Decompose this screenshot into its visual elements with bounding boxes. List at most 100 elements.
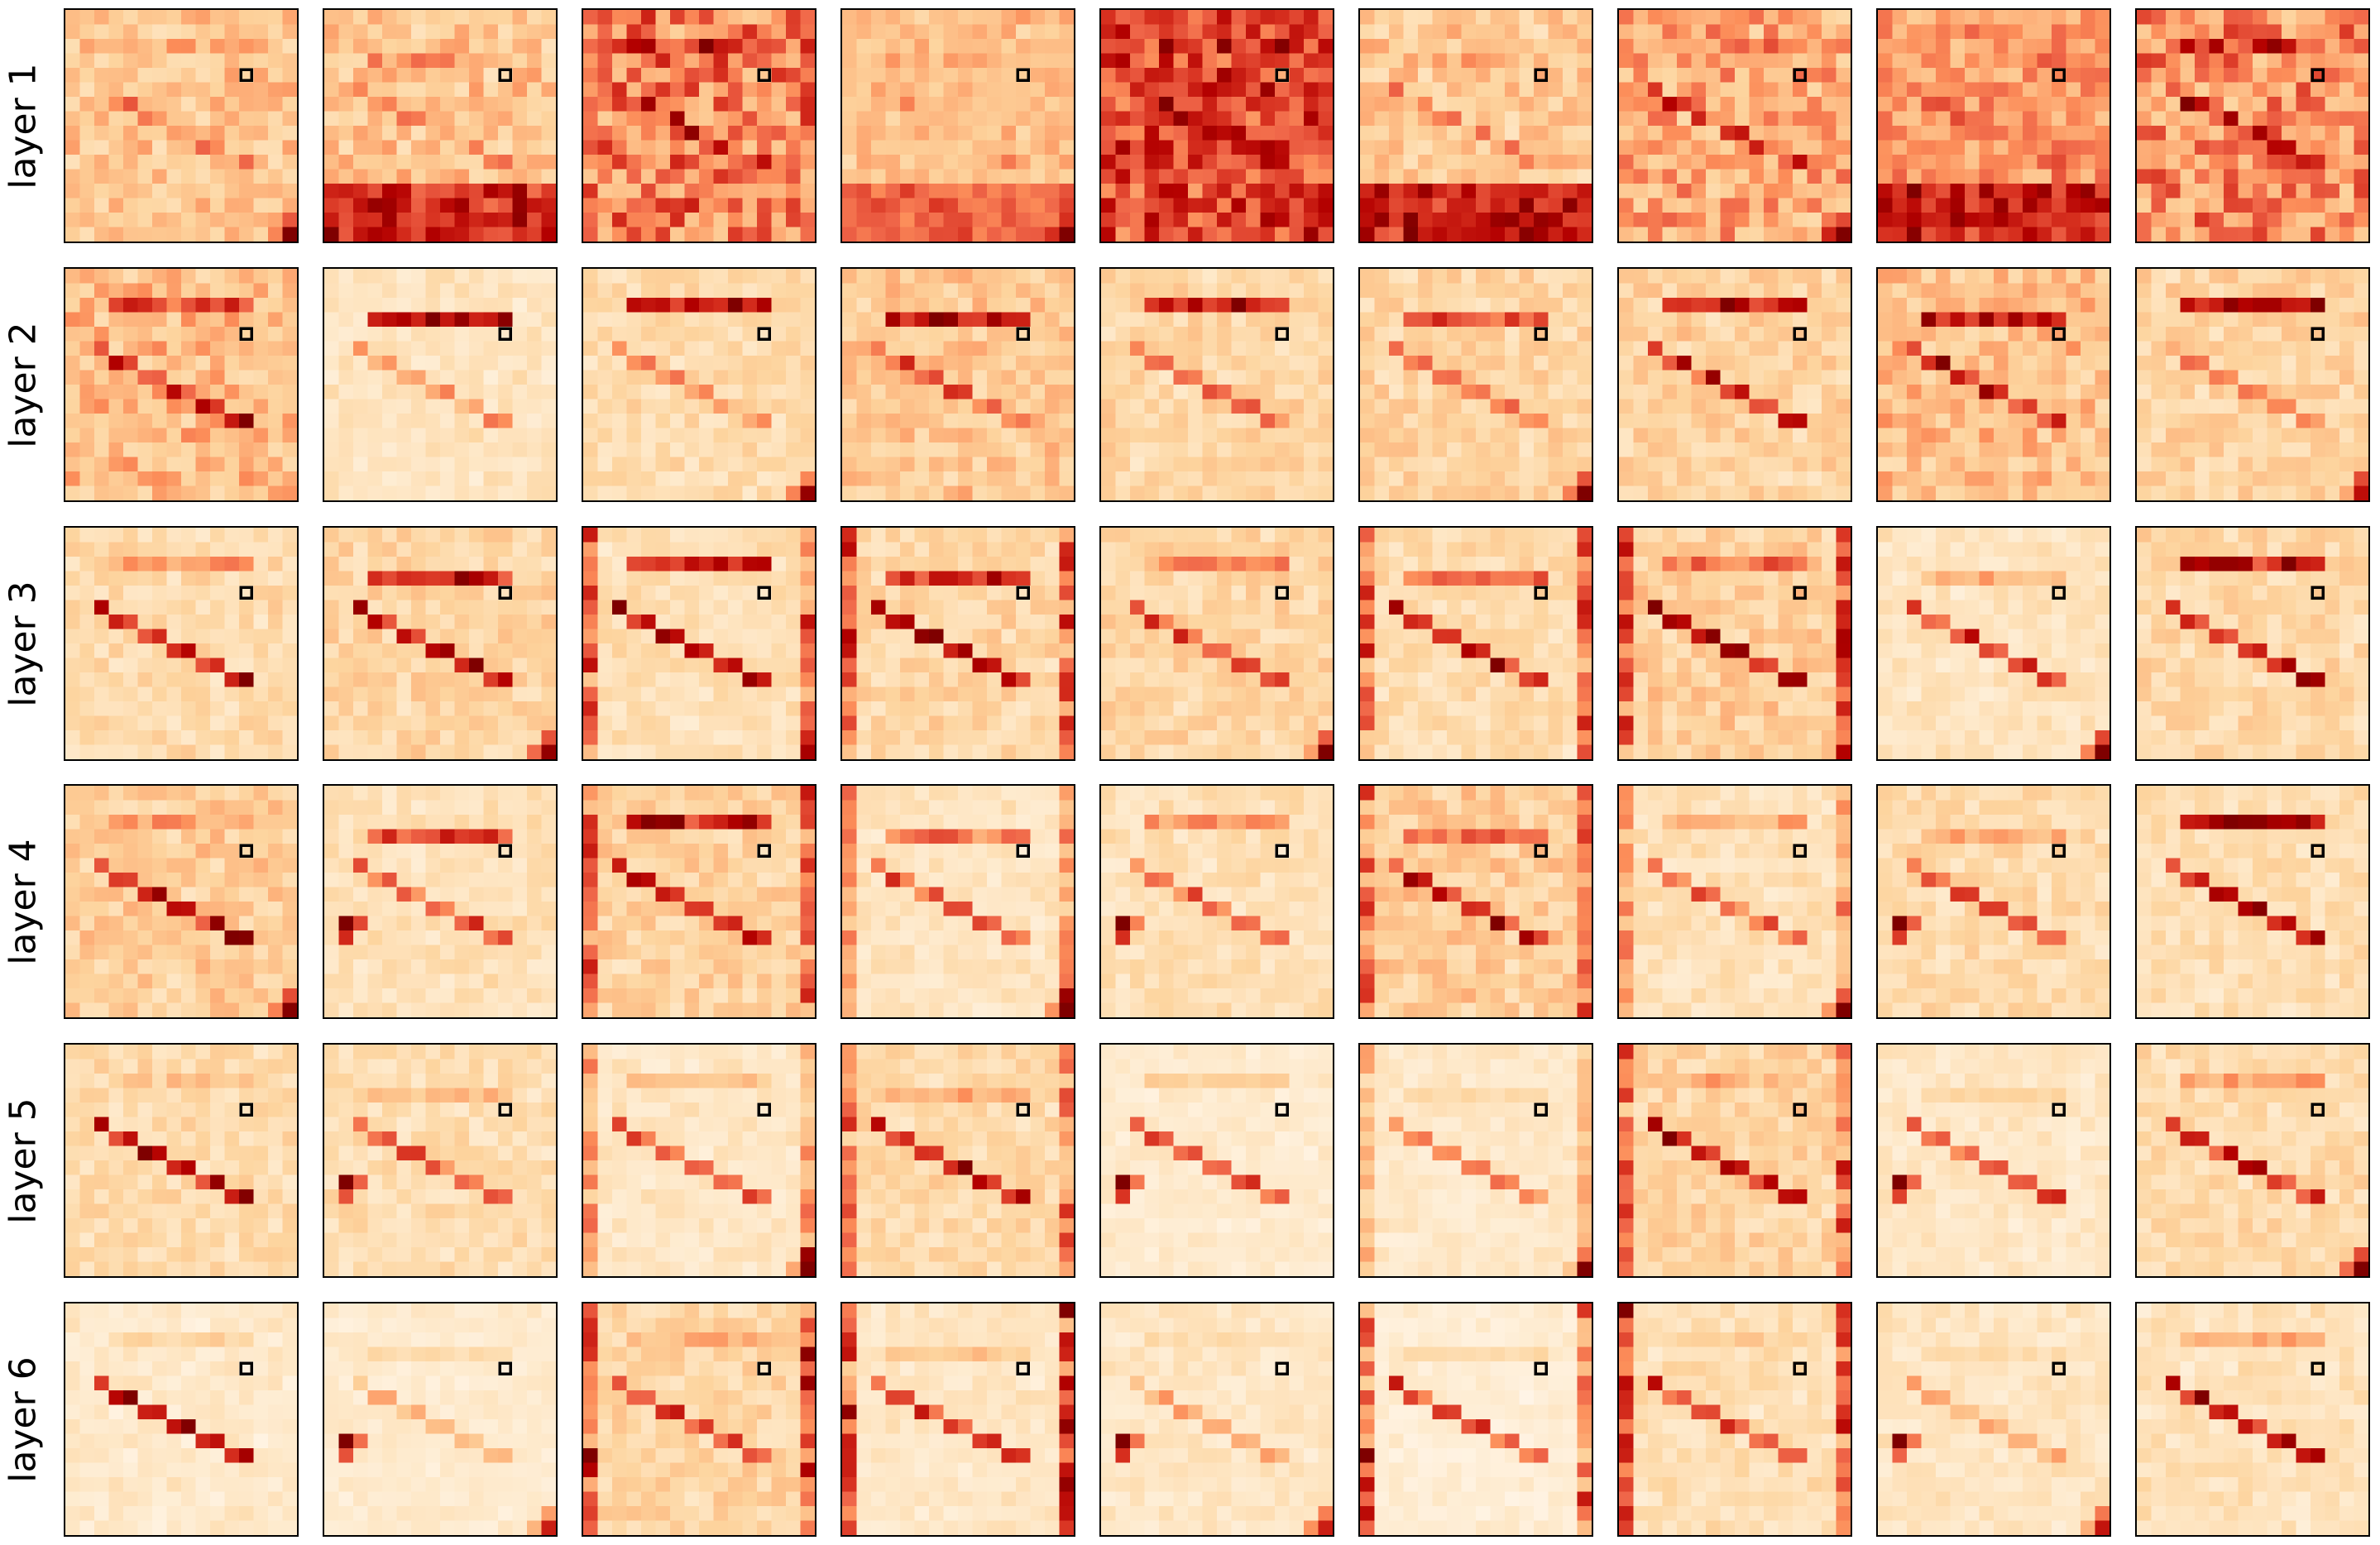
- heatmap-cell: [728, 312, 743, 328]
- heatmap-cell: [699, 298, 714, 313]
- heatmap-cell: [2282, 414, 2296, 428]
- heatmap-cell: [1318, 341, 1333, 356]
- heatmap-cell: [1418, 356, 1433, 371]
- heatmap-cell: [1188, 97, 1203, 112]
- heatmap-cell: [856, 370, 872, 385]
- heatmap-cell: [79, 672, 95, 687]
- heatmap-cell: [253, 672, 269, 687]
- heatmap-cell: [2081, 370, 2095, 385]
- heatmap-cell: [1619, 442, 1634, 457]
- heatmap-cell: [2325, 53, 2340, 69]
- heatmap-cell: [1548, 457, 1564, 472]
- heatmap-cell: [885, 356, 901, 371]
- heatmap-cell: [1476, 140, 1491, 155]
- heatmap-cell: [1720, 97, 1736, 112]
- heatmap-cell: [1173, 227, 1189, 242]
- heatmap-cell: [699, 10, 714, 25]
- heatmap-cell: [972, 471, 988, 486]
- heatmap-cell: [1720, 442, 1736, 457]
- heatmap-cell: [1534, 428, 1549, 443]
- heatmap-cell: [2339, 140, 2354, 155]
- heatmap-cell: [1907, 269, 1922, 284]
- heatmap-cell: [1289, 24, 1305, 40]
- heatmap-cell: [800, 341, 815, 356]
- heatmap-cell: [1476, 111, 1491, 127]
- heatmap-cell: [1173, 385, 1189, 399]
- heatmap-cell: [2354, 370, 2368, 385]
- heatmap-cell: [1001, 457, 1017, 472]
- heatmap-cell: [2209, 428, 2224, 443]
- heatmap-cell: [2354, 428, 2368, 443]
- heatmap-cell: [1548, 126, 1564, 141]
- heatmap-cell: [137, 730, 153, 745]
- heatmap-cell: [1318, 428, 1333, 443]
- heatmap-cell: [210, 370, 225, 385]
- heatmap-cell: [655, 155, 671, 170]
- heatmap-cell: [137, 542, 153, 557]
- heatmap-cell: [626, 53, 642, 69]
- heatmap-cell: [2137, 53, 2152, 69]
- heatmap-cell: [1275, 53, 1290, 69]
- heatmap-cell: [1950, 169, 1966, 184]
- heatmap-cell: [1059, 82, 1074, 98]
- heatmap-cell: [943, 298, 959, 313]
- heatmap-cell: [1374, 428, 1390, 443]
- heatmap-cell: [2325, 198, 2340, 213]
- heatmap-cell: [282, 471, 297, 486]
- heatmap-cell: [253, 399, 269, 414]
- heatmap-cell: [2137, 213, 2152, 227]
- heatmap-cell: [224, 715, 240, 731]
- heatmap-cell: [1764, 385, 1779, 399]
- heatmap-cell: [1130, 213, 1145, 227]
- heatmap-cell: [1001, 140, 1017, 155]
- heatmap-cell: [1749, 471, 1765, 486]
- heatmap-cell: [367, 184, 383, 199]
- heatmap-cell: [2151, 198, 2167, 213]
- heatmap-cell: [541, 140, 556, 155]
- heatmap-cell: [1304, 97, 1319, 112]
- heatmap-cell: [2095, 486, 2109, 500]
- heatmap-cell: [382, 39, 397, 54]
- heatmap-cell: [583, 213, 598, 227]
- heatmap-cell: [1202, 10, 1218, 25]
- heatmap-cell: [1793, 39, 1808, 54]
- heatmap-cell: [1275, 327, 1290, 342]
- heatmap-cell: [1936, 68, 1951, 83]
- heatmap-cell: [1030, 471, 1046, 486]
- heatmap-cell: [641, 399, 656, 414]
- heatmap-svg: [324, 10, 556, 242]
- heatmap-cell: [123, 528, 138, 543]
- heatmap-cell: [2166, 385, 2181, 399]
- heatmap-cell: [79, 39, 95, 54]
- heatmap-cell: [1260, 471, 1276, 486]
- heatmap-cell: [626, 356, 642, 371]
- heatmap-cell: [338, 370, 354, 385]
- heatmap-cell: [1115, 155, 1131, 170]
- heatmap-cell: [440, 457, 455, 472]
- heatmap-cell: [181, 542, 196, 557]
- heatmap-cell: [856, 82, 872, 98]
- heatmap-cell: [1907, 428, 1922, 443]
- heatmap-cell: [1188, 39, 1203, 54]
- heatmap-cell: [166, 126, 182, 141]
- heatmap-cell: [210, 528, 225, 543]
- heatmap-cell: [108, 227, 124, 242]
- heatmap-cell: [396, 82, 412, 98]
- heatmap-cell: [353, 414, 368, 428]
- heatmap-cell: [713, 126, 729, 141]
- heatmap-cell: [2037, 457, 2052, 472]
- heatmap-cell: [239, 744, 254, 759]
- heatmap-cell: [2052, 155, 2066, 170]
- heatmap-cell: [1016, 312, 1031, 328]
- heatmap-cell: [1965, 24, 1980, 40]
- heatmap-cell: [210, 227, 225, 242]
- heatmap-cell: [1275, 385, 1290, 399]
- heatmap-cell: [1246, 457, 1261, 472]
- heatmap-cell: [2052, 82, 2066, 98]
- heatmap-cell: [137, 615, 153, 629]
- heatmap-cell: [137, 111, 153, 127]
- heatmap-cell: [699, 457, 714, 472]
- heatmap-cell: [1534, 283, 1549, 299]
- heatmap-cell: [2151, 24, 2167, 40]
- heatmap-cell: [1965, 414, 1980, 428]
